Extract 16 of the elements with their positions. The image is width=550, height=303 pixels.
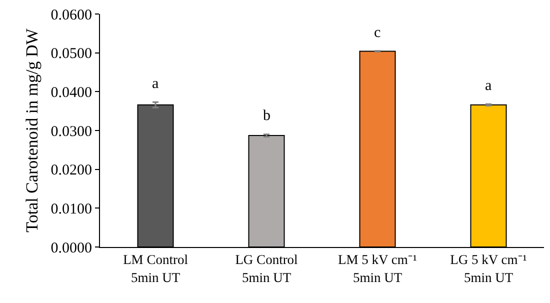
annotation: a [485, 78, 492, 94]
y-tick-label: 0.0000 [50, 240, 92, 256]
y-tick-label: 0.0500 [50, 46, 92, 62]
x-tick-label: LG 5 kV cm⁻¹ 5min UT [450, 252, 527, 285]
annotation: a [152, 76, 159, 92]
y-tick-label: 0.0200 [50, 162, 92, 179]
y-tick-label: 0.0400 [50, 84, 92, 101]
x-tick-label: LM Control 5min UT [123, 252, 188, 285]
y-tick-label: 0.0100 [50, 201, 92, 218]
y-tick-label: 0.0600 [50, 7, 92, 24]
annotation: b [263, 108, 270, 124]
annotation: c [374, 25, 381, 41]
y-axis-title: Total Carotenoid in mg/g DW [22, 28, 42, 232]
x-tick-label: LM 5 kV cm⁻¹ 5min UT [338, 252, 417, 285]
x-tick-label: LG Control 5min UT [235, 252, 298, 285]
y-tick-label: 0.0300 [50, 124, 92, 140]
